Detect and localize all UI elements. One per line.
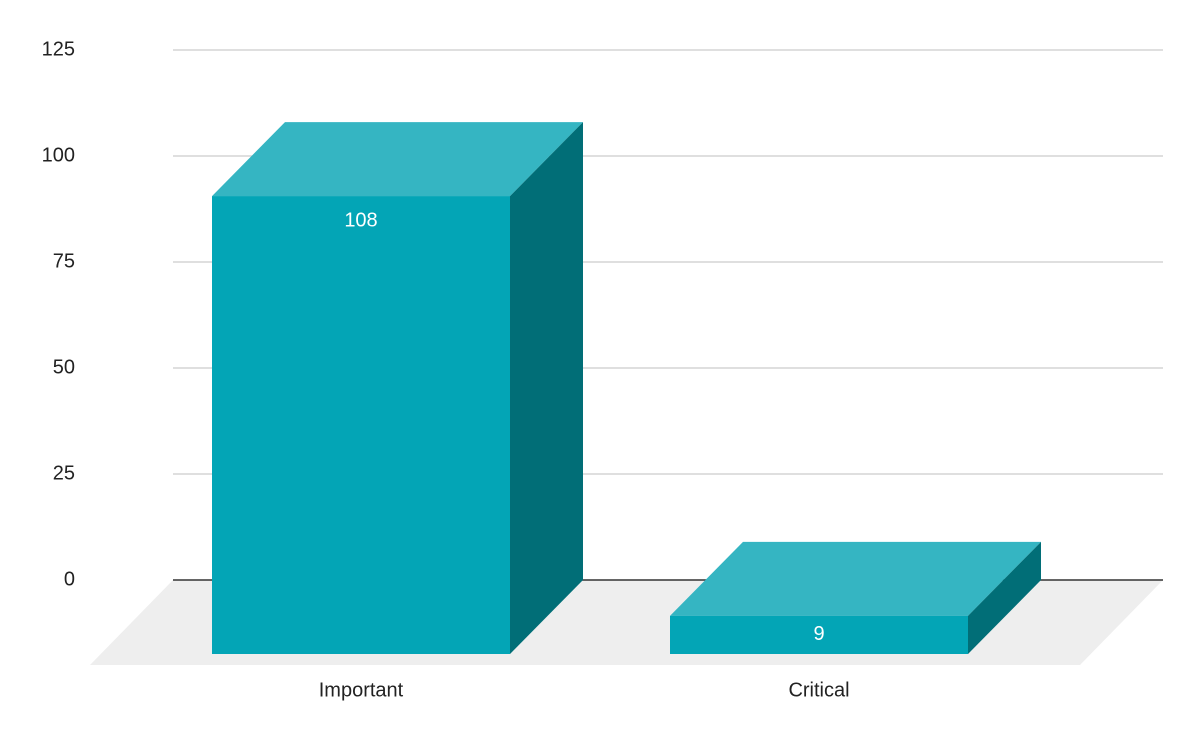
x-tick-label: Important xyxy=(319,679,404,701)
y-tick-label: 25 xyxy=(53,462,75,484)
bar-top xyxy=(212,122,583,197)
y-tick-label: 125 xyxy=(42,38,75,60)
data-label: 108 xyxy=(344,209,377,231)
bar xyxy=(212,196,510,654)
bar-side xyxy=(968,541,1041,654)
y-tick-label: 100 xyxy=(42,144,75,166)
x-tick-label: Critical xyxy=(788,679,849,701)
bar-side xyxy=(510,122,583,654)
y-tick-label: 50 xyxy=(53,356,75,378)
y-tick-label: 75 xyxy=(53,250,75,272)
y-tick-label: 0 xyxy=(64,568,75,590)
bar-top xyxy=(670,541,1041,616)
data-label: 9 xyxy=(813,623,824,645)
bar xyxy=(670,615,968,654)
